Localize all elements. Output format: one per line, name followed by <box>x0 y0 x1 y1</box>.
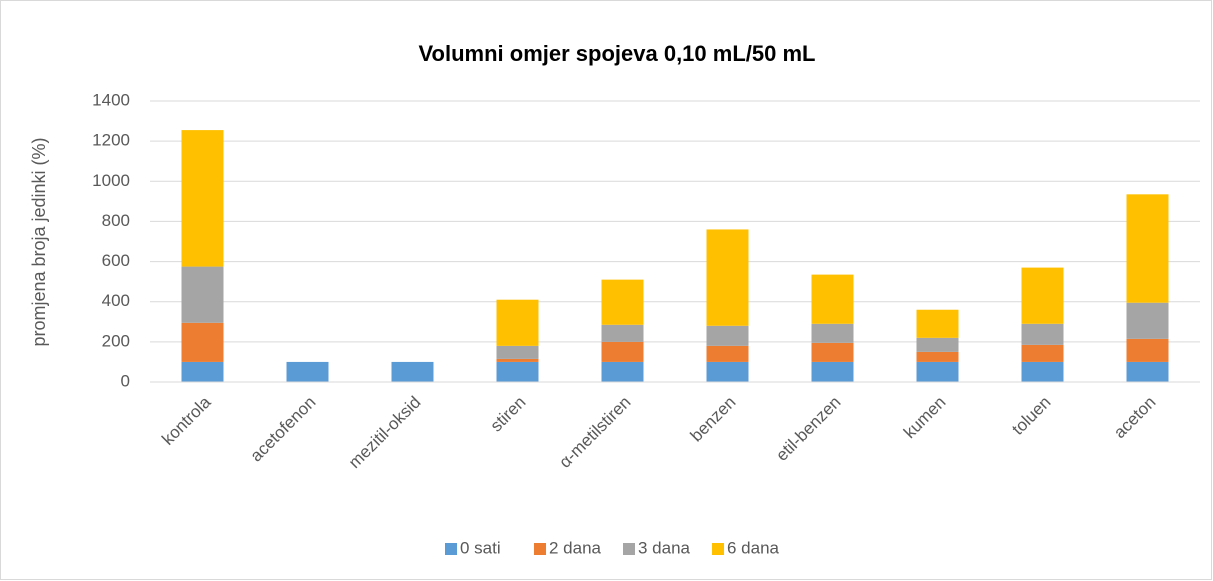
legend-swatch <box>445 543 457 555</box>
bar-segment <box>601 324 644 342</box>
bar-segment <box>181 361 224 382</box>
bar-segment <box>706 325 749 346</box>
bar-segment <box>391 361 434 382</box>
bar-segment <box>811 274 854 324</box>
bar-segment <box>1021 323 1064 345</box>
bar-segment <box>181 322 224 362</box>
y-tick-label: 800 <box>102 211 130 230</box>
bar-segment <box>916 337 959 352</box>
legend-label: 3 dana <box>638 538 691 557</box>
bar-segment <box>601 341 644 362</box>
bar-segment <box>706 345 749 362</box>
bar-segment <box>496 299 539 346</box>
legend-swatch <box>712 543 724 555</box>
y-tick-label: 0 <box>121 371 130 390</box>
chart-title: Volumni omjer spojeva 0,10 mL/50 mL <box>419 41 816 66</box>
bar-segment <box>1021 361 1064 382</box>
y-tick-label: 400 <box>102 291 130 310</box>
bar-segment <box>811 342 854 362</box>
y-tick-label: 1000 <box>92 171 130 190</box>
bar-segment <box>181 130 224 267</box>
bar-segment <box>916 309 959 338</box>
bar-segment <box>811 361 854 382</box>
y-tick-label: 200 <box>102 331 130 350</box>
bar-segment <box>1126 361 1169 382</box>
y-tick-label: 1400 <box>92 90 130 109</box>
bar-segment <box>916 351 959 362</box>
legend-label: 6 dana <box>727 538 780 557</box>
bar-segment <box>286 361 329 382</box>
bar-segment <box>706 229 749 326</box>
y-axis-label: promjena broja jedinki (%) <box>29 137 49 346</box>
bar-segment <box>601 361 644 382</box>
bar-segment <box>1126 194 1169 303</box>
legend-swatch <box>623 543 635 555</box>
y-tick-label: 1200 <box>92 131 130 150</box>
bar-segment <box>601 279 644 325</box>
bar-segment <box>496 358 539 362</box>
bar-segment <box>1021 344 1064 362</box>
bar-segment <box>1126 338 1169 362</box>
bar-segment <box>181 266 224 323</box>
legend-label: 2 dana <box>549 538 602 557</box>
bar-segment <box>496 345 539 359</box>
bar-segment <box>916 361 959 382</box>
bar-segment <box>811 323 854 343</box>
bar-segment <box>496 361 539 382</box>
bar-segment <box>706 361 749 382</box>
legend-label: 0 sati <box>460 538 501 557</box>
legend-swatch <box>534 543 546 555</box>
bar-segment <box>1021 267 1064 324</box>
bar-segment <box>1126 302 1169 339</box>
y-tick-label: 600 <box>102 251 130 270</box>
